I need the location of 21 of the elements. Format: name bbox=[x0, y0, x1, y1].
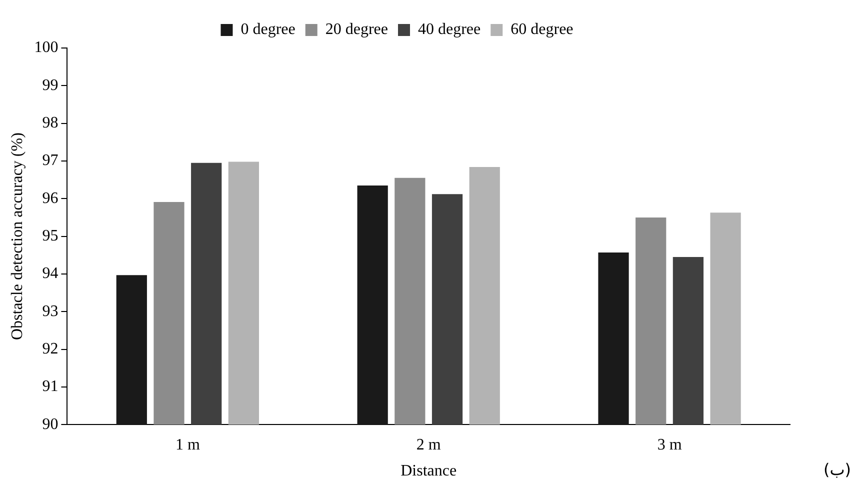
y-tick-label: 97 bbox=[42, 152, 58, 170]
y-tick-label: 100 bbox=[34, 39, 58, 56]
legend-label: 0 degree bbox=[240, 21, 296, 38]
legend-label: 40 degree bbox=[418, 21, 481, 38]
y-tick-label: 93 bbox=[42, 302, 58, 320]
y-axis-title: Obstacle detection accuracy (%) bbox=[8, 132, 26, 340]
text: (ب) bbox=[823, 460, 851, 479]
x-tick-label: 2 m bbox=[416, 436, 442, 454]
legend-label: 60 degree bbox=[510, 21, 574, 38]
y-tick-label: 99 bbox=[42, 76, 58, 94]
y-tick-label: 91 bbox=[42, 378, 58, 396]
legend-label: 20 degree bbox=[325, 21, 388, 38]
x-axis-title: Distance bbox=[400, 462, 457, 480]
y-tick-label: 90 bbox=[42, 416, 58, 433]
y-tick-label: 95 bbox=[42, 228, 58, 245]
y-tick-label: 92 bbox=[42, 340, 58, 358]
x-tick-label: 3 m bbox=[657, 436, 682, 454]
y-tick-label: 96 bbox=[42, 190, 58, 207]
y-tick-label: 98 bbox=[42, 114, 58, 132]
x-tick-label: 1 m bbox=[175, 436, 200, 454]
y-tick-label: 94 bbox=[42, 265, 58, 282]
